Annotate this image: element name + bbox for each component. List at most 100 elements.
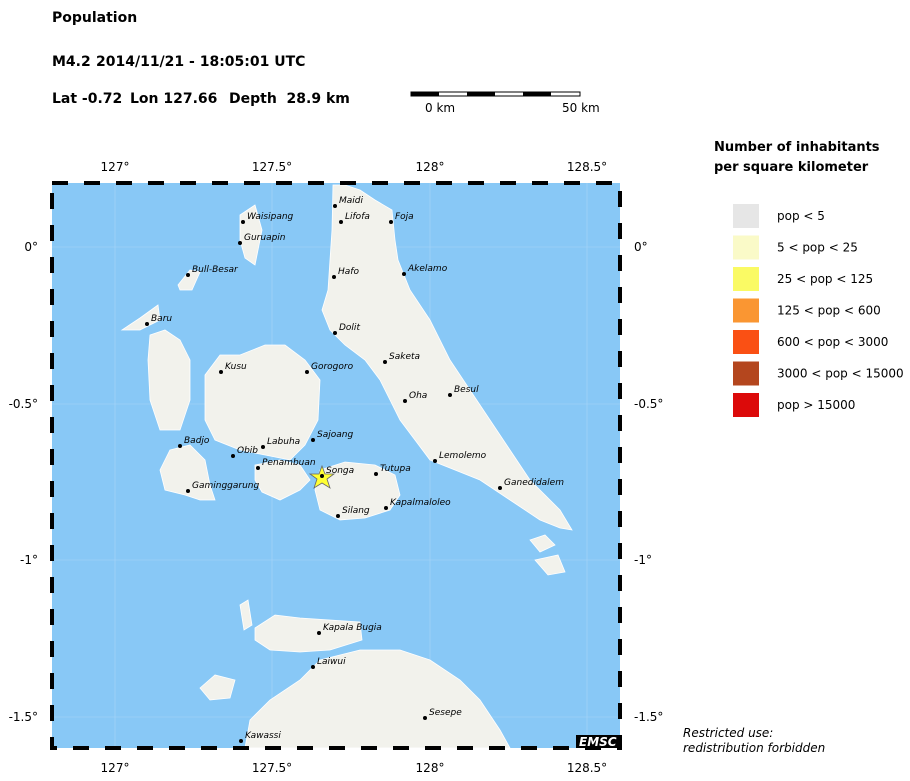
place-label: Sajoang [317,430,353,440]
place-dot [333,331,337,335]
place-dot [374,472,378,476]
place-dot [305,370,309,374]
place-label: Penambuan [262,458,316,468]
place-dot [219,370,223,374]
legend-label: 3000 < pop < 15000 [777,367,904,381]
latitude: Lat -0.72 [52,91,122,107]
place-label: Sesepe [429,708,462,718]
lat-tick-label: -1.5° [9,710,38,724]
legend-swatch [733,330,759,354]
place-dot [145,322,149,326]
legend-label: 125 < pop < 600 [777,304,881,318]
legend-label: pop < 5 [777,209,825,223]
place-dot [178,444,182,448]
place-label: Besul [454,385,479,395]
lat-tick-label: 0° [634,240,648,254]
place-label: Maidi [339,196,363,206]
lat-tick-label: -1° [20,553,38,567]
place-dot [238,241,242,245]
place-dot [186,273,190,277]
legend-swatch [733,393,759,417]
lon-tick-label: 127.5° [252,160,292,174]
place-dot [433,459,437,463]
lat-tick-label: -0.5° [634,397,663,411]
scale-start: 0 km [425,101,455,115]
place-dot [448,393,452,397]
lon-tick-label: 128° [416,761,445,775]
place-dot [320,474,324,478]
place-label: Akelamo [407,264,448,274]
place-label: Kawassi [245,731,281,741]
legend-swatch [733,298,759,323]
depth: Depth 28.9 km [229,91,350,107]
place-label: Silang [342,506,370,516]
place-label: Tutupa [380,464,411,474]
place-dot [311,438,315,442]
place-dot [256,466,260,470]
lat-tick-label: -1° [634,553,652,567]
lon-tick-label: 128.5° [567,160,607,174]
scale-seg [523,92,551,96]
legend-title: per square kilometer [714,160,869,175]
place-dot [403,399,407,403]
islands [120,184,573,749]
lon-tick-label: 128° [416,160,445,174]
scale-end: 50 km [562,101,600,115]
place-dot [311,665,315,669]
place-label: Hafo [338,267,359,277]
lat-tick-label: 0° [24,240,38,254]
place-dot [239,739,243,743]
footer: Restricted use: [683,726,773,740]
place-label: Kapalmaloleo [390,498,451,508]
place-label: Bull-Besar [192,265,239,275]
scale-seg [467,92,495,96]
place-dot [423,716,427,720]
place-label: Gaminggarung [192,481,260,491]
magnitude: M4.2 [52,54,91,70]
place-dot [336,514,340,518]
place-dot [333,204,337,208]
legend-swatch [733,361,759,386]
scale-bar: 0 km 50 km [410,91,600,115]
place-label: Baru [151,314,172,324]
place-label: Dolit [339,323,360,333]
place-dot [498,486,502,490]
place-label: Kusu [225,362,247,372]
place-dot [317,631,321,635]
scale-seg [411,92,439,96]
place-label: Lemolemo [439,451,487,461]
place-label: Labuha [267,437,300,447]
place-dot [261,445,265,449]
legend-swatch [733,204,759,228]
lon-tick-label: 127° [101,160,130,174]
place-label: Ganedidalem [504,478,564,488]
place-dot [383,360,387,364]
legend-label: 5 < pop < 25 [777,241,858,255]
legend-label: 600 < pop < 3000 [777,335,888,349]
place-dot [402,272,406,276]
logo-box [576,735,620,748]
place-label: Gorogoro [311,362,354,372]
place-dot [384,506,388,510]
footer: redistribution forbidden [683,741,825,755]
place-label: Saketa [389,352,420,362]
legend-label: 25 < pop < 125 [777,272,873,286]
place-dot [389,220,393,224]
map: Maidi Lifofa Foja Waisipang Guruapin Hafo Akel… [50,181,622,750]
legend-title: Number of inhabitants [714,140,880,155]
place-label: Songa [326,466,354,476]
place-dot [231,454,235,458]
datetime: 2014/11/21 - 18:05:01 UTC [96,54,305,70]
place-dot [186,489,190,493]
lat-tick-label: -1.5° [634,710,663,724]
logo: EMSC [579,735,617,749]
legend-swatch [733,267,759,291]
lon-tick-label: 128.5° [567,761,607,775]
place-dot [332,275,336,279]
map-frame [50,181,622,750]
lon-tick-label: 127° [101,761,130,775]
place-label: Badjo [184,436,210,446]
place-label: Waisipang [247,212,294,222]
legend-label: pop > 15000 [777,398,855,412]
